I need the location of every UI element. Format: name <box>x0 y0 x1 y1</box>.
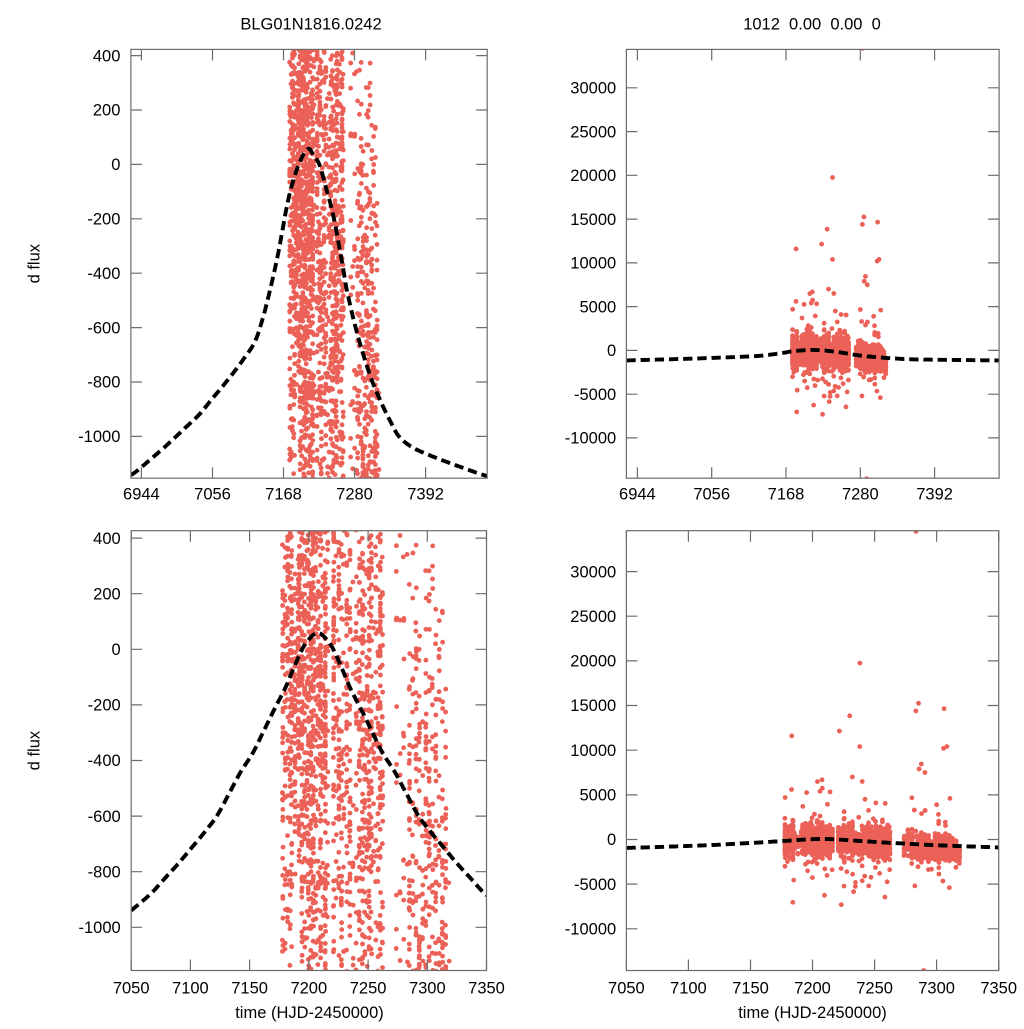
svg-text:7100: 7100 <box>172 979 209 997</box>
svg-text:7250: 7250 <box>856 979 893 997</box>
svg-text:-600: -600 <box>87 319 120 337</box>
svg-text:7350: 7350 <box>468 979 505 997</box>
svg-text:time (HJD-2450000): time (HJD-2450000) <box>738 1004 887 1022</box>
svg-text:7150: 7150 <box>231 979 268 997</box>
svg-text:25000: 25000 <box>570 608 616 626</box>
svg-text:0: 0 <box>607 342 616 360</box>
svg-text:400: 400 <box>93 530 121 548</box>
svg-text:-1000: -1000 <box>78 919 120 937</box>
svg-text:7050: 7050 <box>608 979 645 997</box>
svg-text:7200: 7200 <box>290 979 327 997</box>
svg-text:7280: 7280 <box>842 485 879 503</box>
svg-text:7392: 7392 <box>916 485 953 503</box>
svg-text:7100: 7100 <box>670 979 707 997</box>
svg-text:-200: -200 <box>88 697 121 715</box>
svg-text:30000: 30000 <box>570 80 616 98</box>
svg-text:0: 0 <box>607 831 616 849</box>
svg-text:7250: 7250 <box>350 979 387 997</box>
svg-text:7300: 7300 <box>918 979 955 997</box>
svg-text:1012 0.00 0.00 0: 1012 0.00 0.00 0 <box>743 15 881 33</box>
svg-text:20000: 20000 <box>570 653 616 671</box>
svg-text:BLG01N1816.0242: BLG01N1816.0242 <box>240 15 381 33</box>
svg-text:7150: 7150 <box>732 979 769 997</box>
svg-text:7300: 7300 <box>409 979 446 997</box>
svg-text:-600: -600 <box>88 808 121 826</box>
svg-text:7168: 7168 <box>768 485 805 503</box>
svg-text:5000: 5000 <box>579 298 616 316</box>
svg-text:200: 200 <box>93 585 121 603</box>
svg-text:7056: 7056 <box>693 485 730 503</box>
svg-text:7280: 7280 <box>336 485 373 503</box>
svg-text:d flux: d flux <box>26 243 44 283</box>
svg-text:5000: 5000 <box>579 787 616 805</box>
svg-text:10000: 10000 <box>570 255 616 273</box>
svg-text:-200: -200 <box>87 211 120 229</box>
svg-text:15000: 15000 <box>570 211 616 229</box>
svg-text:7392: 7392 <box>407 485 444 503</box>
svg-text:-5000: -5000 <box>574 876 616 894</box>
svg-text:10000: 10000 <box>570 742 616 760</box>
svg-text:-5000: -5000 <box>574 386 616 404</box>
svg-text:6944: 6944 <box>619 485 656 503</box>
svg-text:15000: 15000 <box>570 697 616 715</box>
svg-text:25000: 25000 <box>570 123 616 141</box>
svg-text:7200: 7200 <box>794 979 831 997</box>
svg-text:6944: 6944 <box>123 485 160 503</box>
svg-text:-800: -800 <box>88 863 121 881</box>
svg-text:20000: 20000 <box>570 167 616 185</box>
svg-text:7056: 7056 <box>194 485 231 503</box>
svg-text:-10000: -10000 <box>565 430 616 448</box>
svg-text:7350: 7350 <box>980 979 1017 997</box>
svg-text:-400: -400 <box>88 752 121 770</box>
svg-text:0: 0 <box>111 156 120 174</box>
svg-text:200: 200 <box>93 102 121 120</box>
svg-text:-10000: -10000 <box>565 921 616 939</box>
svg-text:400: 400 <box>93 47 121 65</box>
svg-text:-400: -400 <box>87 265 120 283</box>
svg-text:d flux: d flux <box>26 730 44 770</box>
svg-text:-800: -800 <box>87 374 120 392</box>
svg-text:7050: 7050 <box>113 979 150 997</box>
svg-text:time (HJD-2450000): time (HJD-2450000) <box>235 1004 384 1022</box>
svg-text:-1000: -1000 <box>78 428 120 446</box>
svg-text:30000: 30000 <box>570 563 616 581</box>
svg-text:7168: 7168 <box>265 485 302 503</box>
svg-text:0: 0 <box>112 641 121 659</box>
